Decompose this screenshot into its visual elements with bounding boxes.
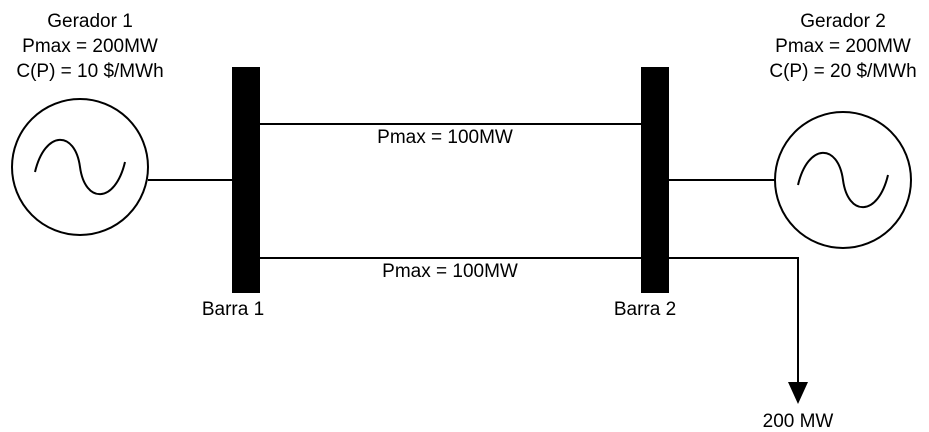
load-line bbox=[669, 257, 799, 385]
generator-cost: C(P) = 20 $/MWh bbox=[769, 61, 916, 82]
load-arrow bbox=[788, 382, 808, 404]
generator-symbol bbox=[11, 98, 149, 236]
generator-2 bbox=[774, 111, 912, 249]
bus-bar bbox=[232, 67, 260, 293]
bus-bar bbox=[641, 67, 669, 293]
bus-label: Barra 1 bbox=[202, 299, 264, 320]
sine-wave bbox=[797, 151, 889, 209]
generator-cost: C(P) = 10 $/MWh bbox=[16, 61, 163, 82]
generator-pmax: Pmax = 200MW bbox=[775, 36, 911, 57]
line-label: Pmax = 100MW bbox=[382, 261, 518, 282]
generator-name: Gerador 1 bbox=[47, 11, 133, 32]
sine-wave bbox=[34, 138, 126, 196]
line-label: Pmax = 100MW bbox=[377, 127, 513, 148]
generator-1 bbox=[11, 98, 149, 236]
generator-pmax: Pmax = 200MW bbox=[22, 36, 158, 57]
load-label: 200 MW bbox=[763, 411, 834, 432]
bus-label: Barra 2 bbox=[614, 299, 676, 320]
generator-name: Gerador 2 bbox=[800, 11, 886, 32]
